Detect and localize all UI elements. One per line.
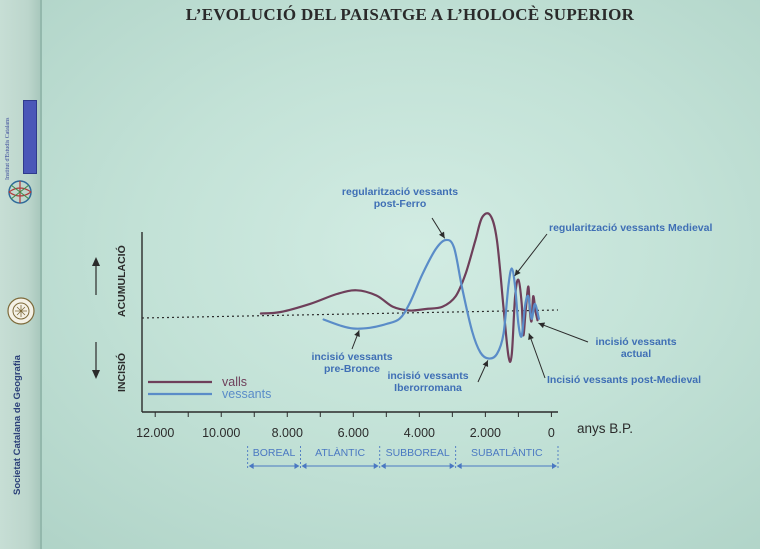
x-tick-label: 4.000 (404, 426, 435, 440)
period-right-arrowhead-icon (552, 463, 557, 469)
seal-icon (7, 297, 35, 325)
annotation-arrowhead-icon (438, 231, 445, 239)
series-layer (259, 212, 540, 363)
x-axis-title: anys B.P. (577, 421, 633, 436)
annotation-arrowhead-icon (354, 330, 360, 338)
y-up-label: ACUMULACIÓ (115, 245, 128, 317)
period-right-arrowhead-icon (373, 463, 379, 469)
annotation-label: regularització vessants Medieval (549, 222, 712, 234)
legend-label-valls: valls (222, 375, 247, 389)
period-label: SUBBOREAL (386, 447, 450, 459)
period-left-arrowhead-icon (301, 463, 307, 469)
x-tick-label: 10.000 (202, 426, 240, 440)
annotation-inc-iberorromana: incisió vessants Iberorromana (387, 360, 489, 394)
globe-icon (8, 180, 32, 204)
period-subatlàntic: SUBATLÀNTIC (455, 446, 557, 470)
annotation-inc-actual: incisió vessants actual (538, 322, 677, 360)
annotation-label: incisió vessants Iberorromana (387, 370, 468, 394)
annotation-label: Incisió vessants post-Medieval (547, 374, 701, 386)
annotation-inc-prebronce: incisió vessants pre-Bronce (311, 330, 393, 375)
period-label: BOREAL (253, 447, 296, 459)
annotation-line: regularització vessants (342, 186, 458, 198)
annotation-inc-postmedieval: Incisió vessants post-Medieval (528, 333, 701, 386)
period-right-arrowhead-icon (294, 463, 300, 469)
down-arrowhead-icon (92, 370, 100, 379)
annotation-line: incisió vessants (311, 351, 392, 363)
annotation-label: incisió vessants pre-Bronce (311, 351, 392, 375)
legend-label-vessants: vessants (222, 387, 271, 401)
annotation-label: regularització vessants post-Ferro (342, 186, 458, 210)
chart-axes (141, 232, 559, 413)
period-label: ATLÀNTIC (315, 446, 365, 459)
annotation-line: regularització vessants Medieval (549, 222, 712, 234)
x-tick-label: 8.000 (272, 426, 303, 440)
annotation-arrow-icon (538, 322, 589, 343)
annotation-arrowhead-icon (514, 269, 521, 276)
series-line-valls (259, 212, 539, 363)
series-line-vessants (322, 238, 540, 360)
x-ticks: 12.000 10.000 8.000 6.000 4.000 2.000 0 (136, 412, 555, 440)
page-title: L’EVOLUCIÓ DEL PAISATGE A L’HOLOCÈ SUPER… (185, 5, 635, 24)
y-down-label: INCISIÓ (115, 353, 128, 392)
institute-logo (23, 100, 37, 174)
annotation-reg-postferro: regularització vessants post-Ferro (342, 186, 458, 239)
baseline-dotted (141, 309, 559, 319)
period-left-arrowhead-icon (248, 463, 254, 469)
annotation-arrow-icon (528, 333, 546, 379)
sidebar: Institut d'Estudis Catalans Societat Cat… (0, 0, 42, 549)
annotation-label: incisió vessants actual (595, 336, 676, 360)
period-boreal: BOREAL (247, 446, 300, 470)
annotation-line: incisió vessants (595, 336, 676, 348)
climatic-periods: BOREAL ATLÀNTIC SUBBOREAL SUBATLÀNTIC (247, 446, 559, 470)
x-tick-label: 0 (548, 426, 555, 440)
period-left-arrowhead-icon (380, 463, 386, 469)
annotation-arrow-icon (514, 233, 548, 277)
up-arrowhead-icon (92, 257, 100, 266)
period-subboreal: SUBBOREAL (379, 446, 455, 470)
period-label: SUBATLÀNTIC (471, 446, 543, 459)
x-tick-label: 12.000 (136, 426, 174, 440)
period-left-arrowhead-icon (456, 463, 462, 469)
annotations: regularització vessants post-Ferroregular… (311, 186, 712, 394)
annotation-line: Incisió vessants post-Medieval (547, 374, 701, 386)
annotation-line: post-Ferro (374, 198, 427, 210)
period-atlàntic: ATLÀNTIC (300, 446, 379, 470)
x-tick-label: 6.000 (338, 426, 369, 440)
annotation-arrowhead-icon (528, 333, 534, 341)
annotation-reg-medieval: regularització vessants Medieval (514, 222, 712, 277)
period-right-arrowhead-icon (449, 463, 455, 469)
annotation-line: incisió vessants (387, 370, 468, 382)
x-tick-label: 2.000 (470, 426, 501, 440)
annotation-line: Iberorromana (394, 382, 462, 394)
annotation-arrowhead-icon (482, 360, 489, 368)
annotation-line: actual (621, 348, 651, 360)
annotation-line: pre-Bronce (324, 363, 380, 375)
y-direction-indicators: ACUMULACIÓ INCISIÓ (92, 245, 128, 392)
annotation-arrowhead-icon (538, 322, 546, 329)
